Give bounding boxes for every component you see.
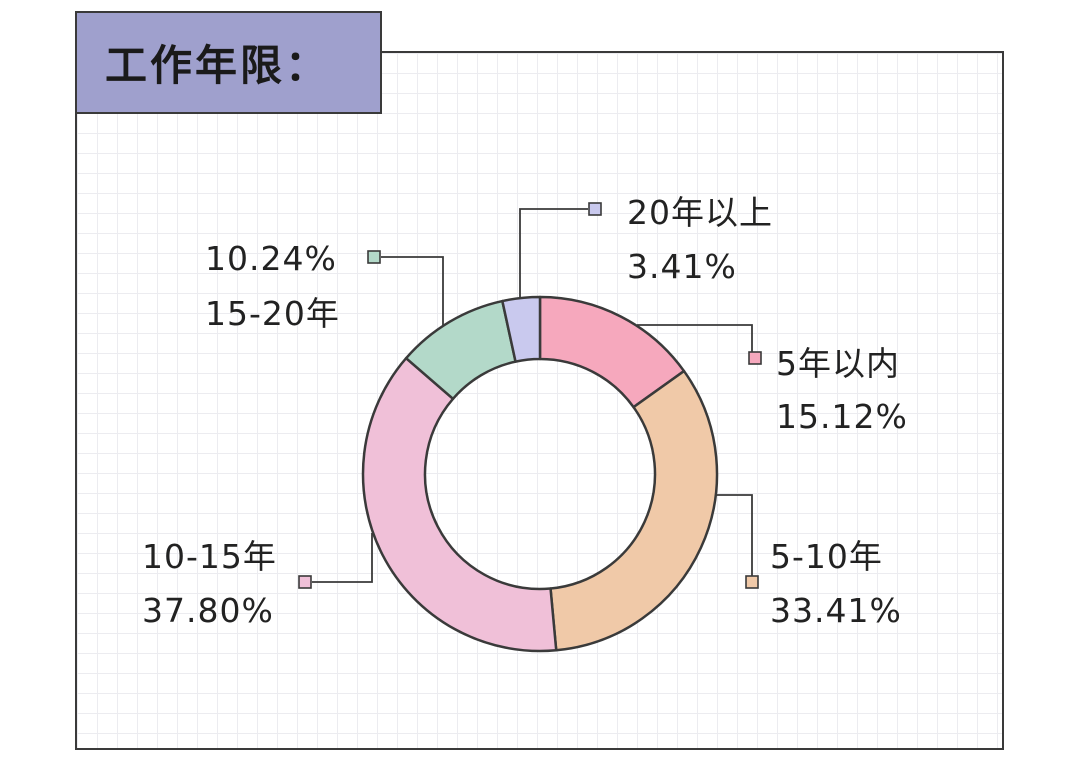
slice-value-2: 37.80% [142,591,274,630]
slice-label-0: 5年以内 [776,344,900,383]
chart-panel [75,51,1004,750]
slice-label-4: 20年以上 [627,193,773,232]
chart-title: 工作年限： [105,41,331,90]
donut-slice-2 [361,356,558,653]
slice-label-2: 10-15年 [142,537,277,576]
slice-value-0: 15.12% [776,397,908,436]
legend-marker-2 [298,575,312,589]
callout-line-1 [716,494,753,576]
slice-value-4: 3.41% [627,247,737,286]
title-box: 工作年限： [75,11,382,114]
callout-line-3 [381,256,444,325]
legend-marker-3 [367,250,381,264]
legend-marker-0 [748,351,762,365]
donut-slice-1 [549,369,719,652]
slice-value-1: 33.41% [770,591,902,630]
callout-line-2 [312,533,373,583]
slice-label-3: 15-20年 [205,294,340,333]
slice-label-1: 5-10年 [770,537,883,576]
callout-line-0 [637,324,753,352]
slice-value-3: 10.24% [205,239,337,278]
legend-marker-4 [588,202,602,216]
callout-line-4 [519,208,588,298]
legend-marker-1 [745,575,759,589]
donut-slice-4 [501,295,542,363]
